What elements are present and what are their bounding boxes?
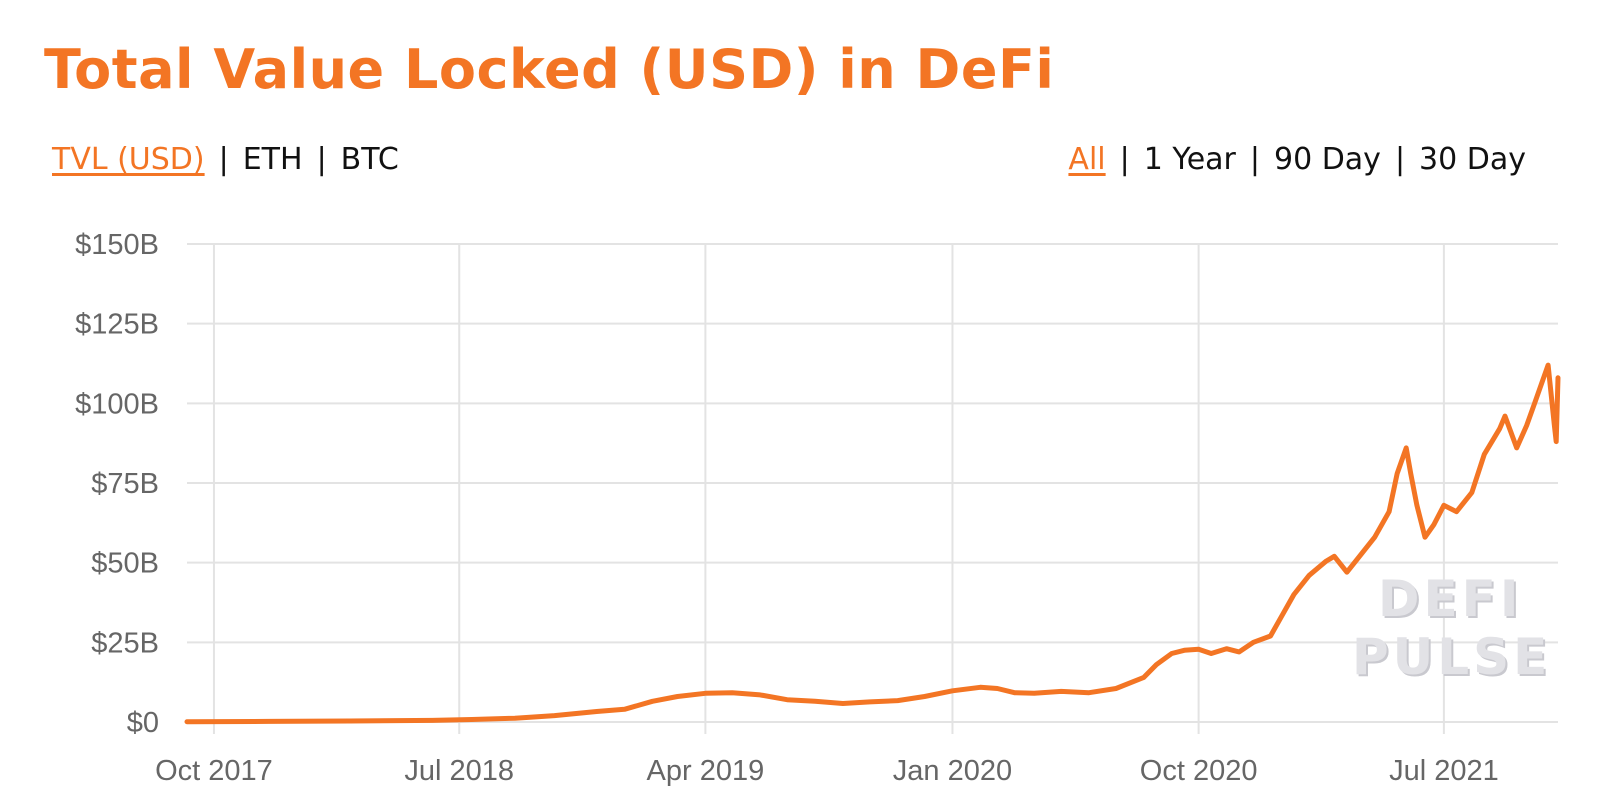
y-tick-label: $125B <box>75 309 159 341</box>
x-tick-label: Jul 2018 <box>404 755 514 787</box>
x-tick-label: Jan 2020 <box>893 755 1012 787</box>
data-point <box>1542 376 1546 380</box>
data-point <box>1197 647 1201 651</box>
data-point <box>1395 471 1399 475</box>
range-toggle: All | 1 Year | 90 Day | 30 Day <box>1068 142 1526 177</box>
separator: | <box>1394 142 1406 177</box>
data-point <box>595 710 599 713</box>
page-title: Total Value Locked (USD) in DeFi <box>44 38 1055 101</box>
x-tick-label: Oct 2017 <box>155 755 273 787</box>
data-point <box>785 698 789 702</box>
data-point <box>1546 363 1550 367</box>
y-tick-label: $50B <box>91 548 159 580</box>
data-point <box>470 718 474 721</box>
range-1-year[interactable]: 1 Year <box>1143 142 1236 177</box>
watermark-line2: PULSE <box>1352 628 1552 686</box>
data-point <box>1154 663 1158 667</box>
separator: | <box>316 142 327 177</box>
data-point <box>841 702 845 705</box>
y-tick-label: $25B <box>91 627 159 659</box>
range-all[interactable]: All <box>1068 142 1106 177</box>
data-point <box>1324 559 1328 563</box>
data-point <box>1209 652 1213 655</box>
data-point <box>1269 634 1272 638</box>
data-point <box>1307 573 1311 577</box>
option-btc[interactable]: BTC <box>340 142 399 177</box>
data-point <box>995 687 999 690</box>
data-point <box>650 699 654 703</box>
data-point <box>1225 647 1228 651</box>
separator: | <box>218 142 229 177</box>
data-point <box>758 693 762 697</box>
y-tick-label: $100B <box>75 388 159 420</box>
data-point <box>1114 687 1118 690</box>
data-point <box>1182 648 1186 652</box>
data-point <box>1059 689 1063 693</box>
data-point <box>513 716 517 720</box>
data-point <box>1455 510 1458 514</box>
data-point <box>623 707 626 711</box>
data-point <box>730 691 734 695</box>
data-point <box>1432 522 1436 526</box>
data-point <box>1404 446 1408 450</box>
data-point <box>1525 424 1529 428</box>
data-point <box>1470 491 1474 495</box>
data-point <box>1533 401 1537 405</box>
data-point <box>1556 376 1560 380</box>
denomination-toggle: TVL (USD) | ETH | BTC <box>52 142 399 177</box>
data-point <box>1087 691 1091 695</box>
data-point <box>703 691 707 695</box>
data-point <box>1373 535 1377 539</box>
data-point <box>1142 675 1146 679</box>
data-point <box>951 689 954 693</box>
data-point <box>1503 414 1507 418</box>
data-point <box>1013 691 1016 695</box>
data-point <box>1251 640 1255 644</box>
data-point <box>1237 650 1241 654</box>
data-point <box>676 695 679 698</box>
data-point <box>430 718 434 722</box>
data-point <box>1345 570 1349 574</box>
range-90-day[interactable]: 90 Day <box>1273 142 1381 177</box>
data-point <box>267 719 271 723</box>
option-eth[interactable]: ETH <box>242 142 303 177</box>
y-tick-label: $150B <box>75 229 159 261</box>
separator: | <box>1249 142 1260 177</box>
data-point <box>1292 593 1296 596</box>
data-point <box>1498 427 1502 431</box>
x-tick-label: Apr 2019 <box>647 755 765 787</box>
data-point <box>1554 440 1558 444</box>
data-point <box>1279 615 1283 619</box>
data-point <box>1332 554 1336 558</box>
data-point <box>1409 471 1413 475</box>
data-point <box>553 714 556 718</box>
data-point <box>1442 503 1446 507</box>
x-tick-label: Jul 2021 <box>1389 755 1499 787</box>
data-point <box>1552 424 1556 428</box>
range-30-day[interactable]: 30 Day <box>1419 142 1526 177</box>
data-point <box>813 699 817 703</box>
option-tvl-usd[interactable]: TVL (USD) <box>52 142 205 177</box>
data-point <box>185 720 189 724</box>
data-point <box>923 695 927 698</box>
data-point <box>1387 510 1391 514</box>
data-point <box>978 685 982 689</box>
data-point <box>1515 446 1519 450</box>
y-tick-label: $75B <box>91 468 159 500</box>
x-tick-label: Oct 2020 <box>1140 755 1258 787</box>
data-point <box>348 719 352 723</box>
data-point <box>1415 503 1419 507</box>
separator: | <box>1119 142 1130 177</box>
watermark-line1: DEFI <box>1378 570 1523 628</box>
data-point <box>896 699 900 703</box>
data-point <box>1032 691 1036 695</box>
data-point <box>1482 452 1486 456</box>
data-point <box>868 700 872 704</box>
data-point <box>1170 652 1174 655</box>
data-point <box>1360 551 1364 555</box>
y-tick-label: $0 <box>127 707 159 739</box>
data-point <box>1423 535 1427 539</box>
